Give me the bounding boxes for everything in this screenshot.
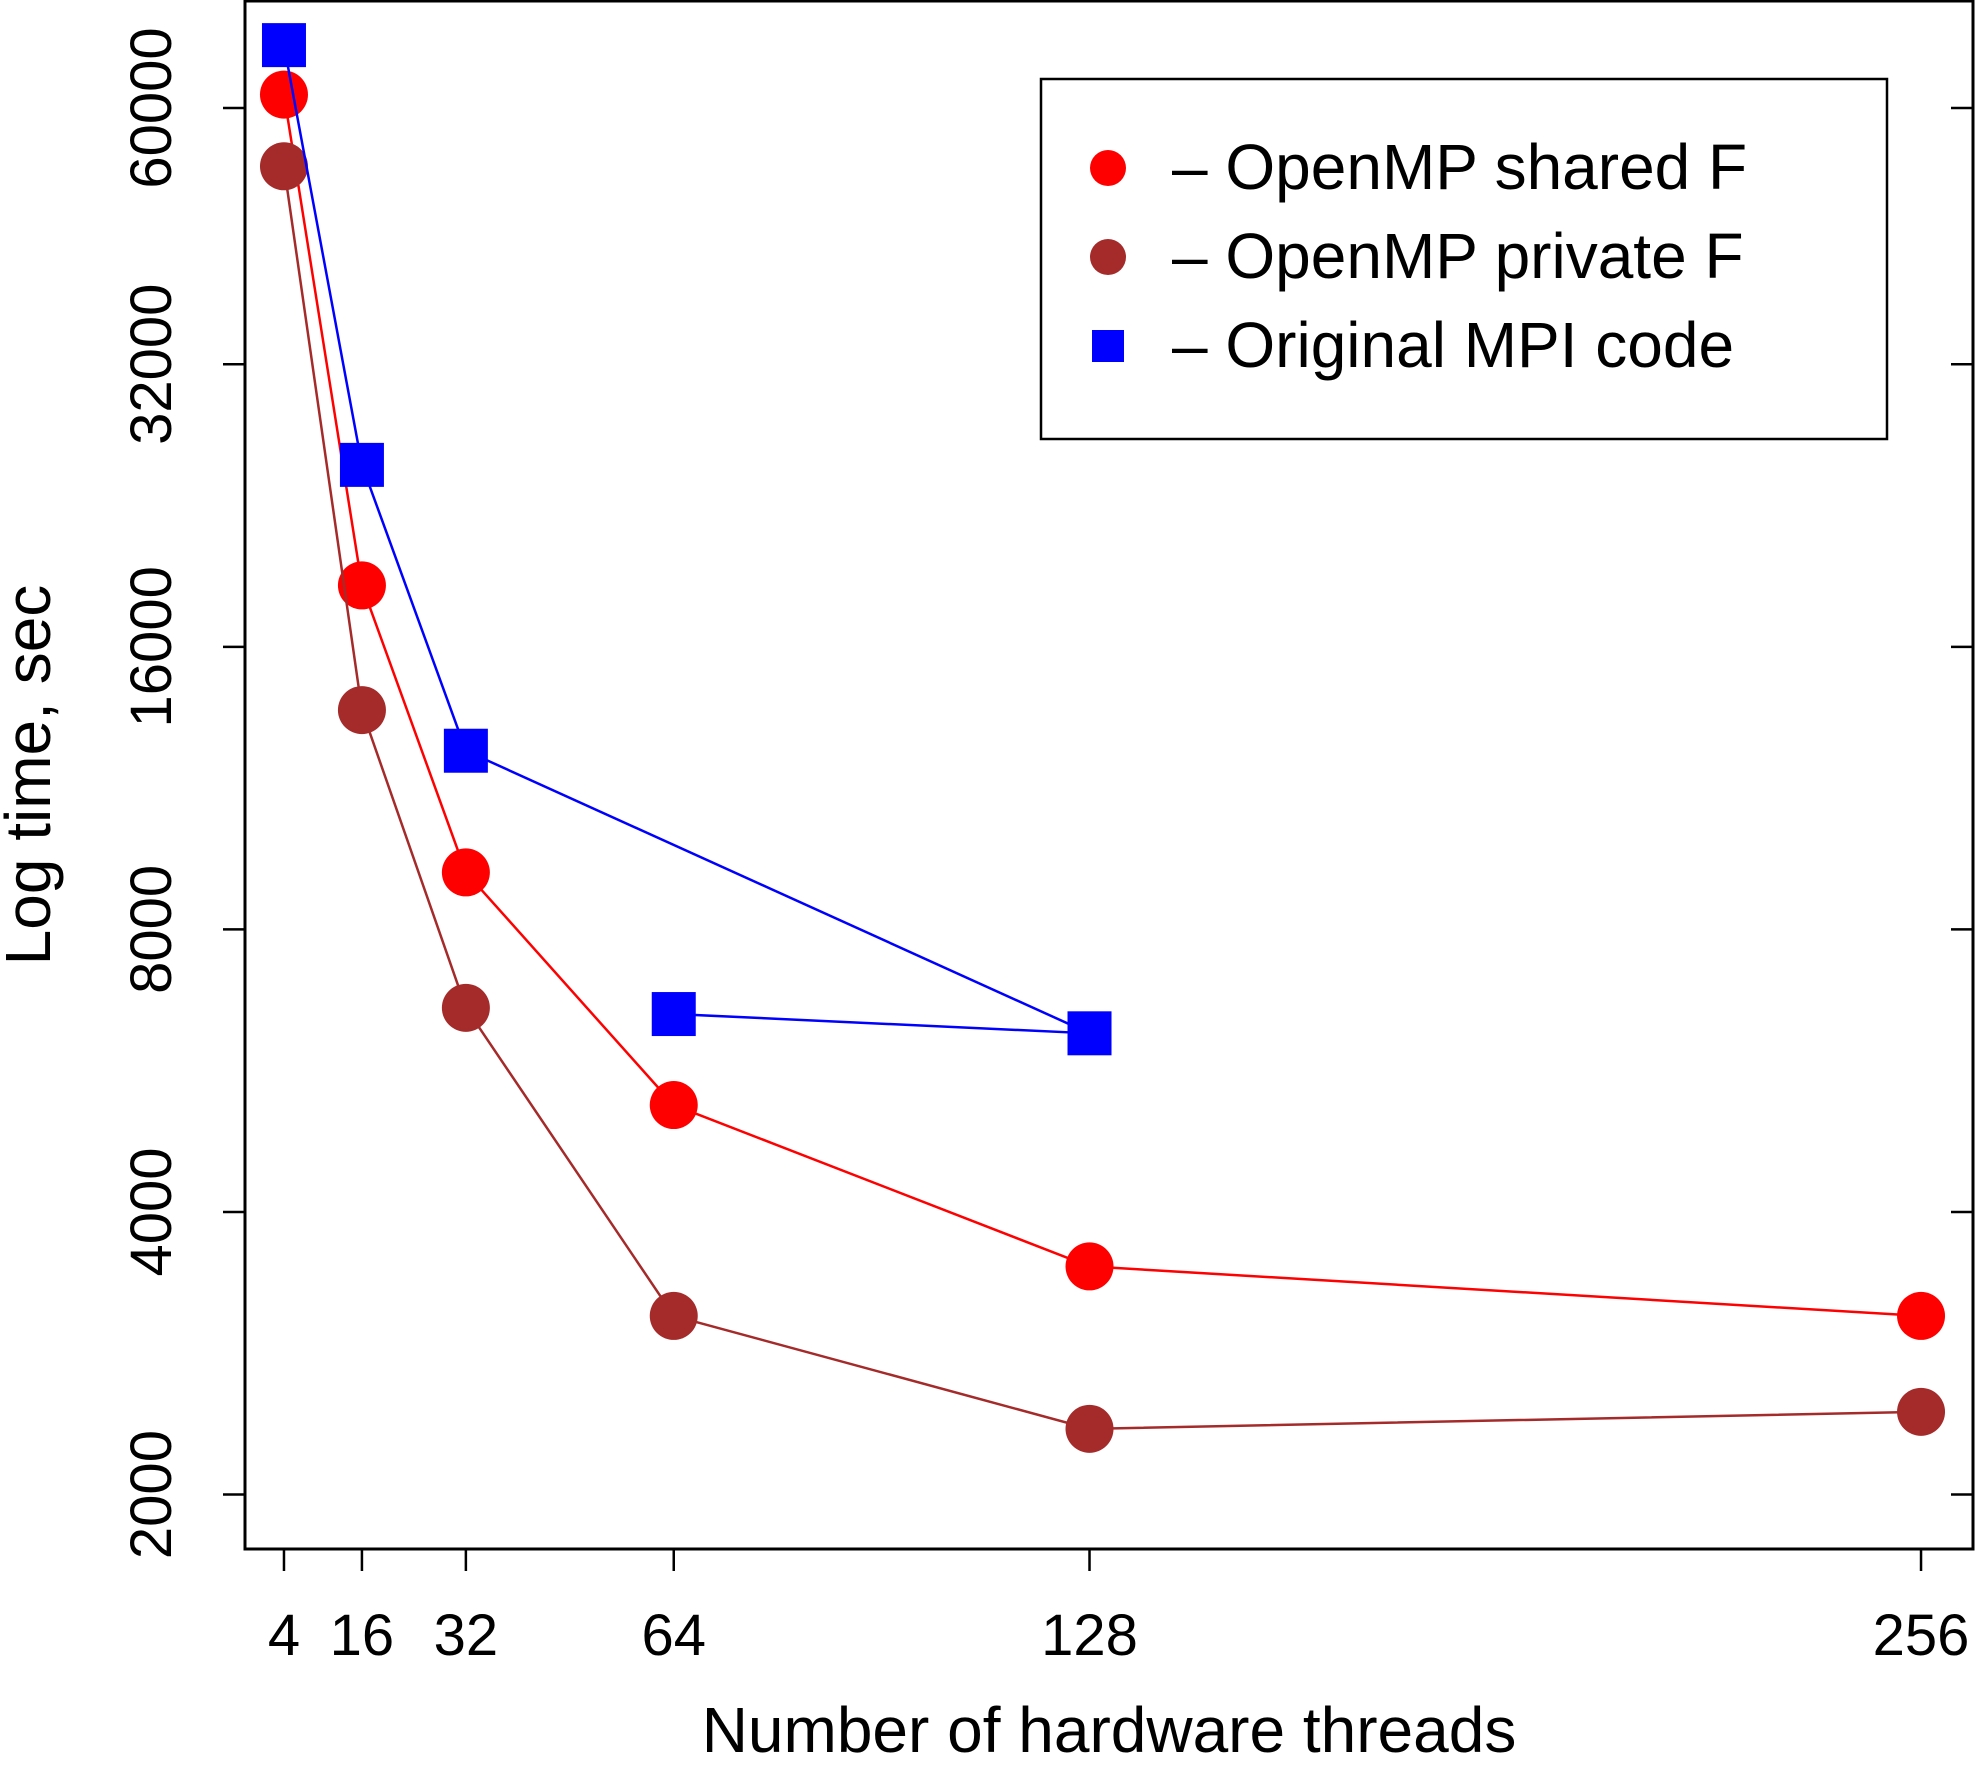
legend-marker-square xyxy=(1092,330,1124,362)
data-point-square xyxy=(261,23,306,68)
legend-box xyxy=(1039,77,1889,441)
x-tick-label: 4 xyxy=(268,1603,300,1668)
legend-label: – OpenMP shared F xyxy=(1172,131,1747,203)
plot-frame xyxy=(243,0,1975,1551)
legend-marker-circle xyxy=(1090,150,1126,186)
data-point-circle xyxy=(1065,1242,1114,1291)
data-point-circle xyxy=(337,686,386,735)
legend-marker-circle xyxy=(1090,239,1126,275)
data-point-circle xyxy=(259,70,308,119)
data-point-square xyxy=(443,728,488,773)
x-tick-label: 32 xyxy=(434,1603,499,1668)
x-tick-label: 16 xyxy=(330,1603,395,1668)
data-point-circle xyxy=(649,1081,698,1130)
y-tick-label: 8000 xyxy=(119,865,184,994)
data-point-circle xyxy=(441,983,490,1032)
y-axis-label: Log time, sec xyxy=(0,585,64,966)
data-point-square xyxy=(1067,1011,1112,1056)
data-point-circle xyxy=(1065,1404,1114,1453)
x-tick-label: 64 xyxy=(641,1603,706,1668)
x-axis-label: Number of hardware threads xyxy=(702,1694,1517,1766)
data-point-square xyxy=(651,992,696,1037)
x-tick-label: 256 xyxy=(1873,1603,1970,1668)
data-point-circle xyxy=(1897,1291,1946,1340)
y-tick-label: 16000 xyxy=(119,566,184,727)
y-axis: 2000 4000 8000 16000 32000 60000 xyxy=(119,27,1973,1559)
data-point-circle xyxy=(649,1291,698,1340)
data-point-circle xyxy=(1897,1387,1946,1436)
legend: – OpenMP shared F – OpenMP private F – Ori… xyxy=(1039,77,1889,441)
series-line-1 xyxy=(282,166,1922,1431)
y-tick-label: 4000 xyxy=(119,1147,184,1276)
x-tick-label: 128 xyxy=(1041,1603,1138,1668)
y-tick-label: 2000 xyxy=(119,1430,184,1559)
series-line-0 xyxy=(282,94,1922,1318)
data-point-square xyxy=(339,442,384,487)
y-tick-label: 60000 xyxy=(119,27,184,188)
series-line-2 xyxy=(282,44,1091,1035)
plot-area xyxy=(259,23,1946,1453)
data-point-circle xyxy=(337,561,386,610)
data-point-circle xyxy=(259,142,308,191)
y-tick-label: 32000 xyxy=(119,284,184,445)
legend-label: – OpenMP private F xyxy=(1172,220,1744,292)
legend-label: – Original MPI code xyxy=(1172,309,1734,381)
data-point-circle xyxy=(441,848,490,897)
x-axis: 4 16 32 64 128 256 xyxy=(268,1549,1970,1668)
